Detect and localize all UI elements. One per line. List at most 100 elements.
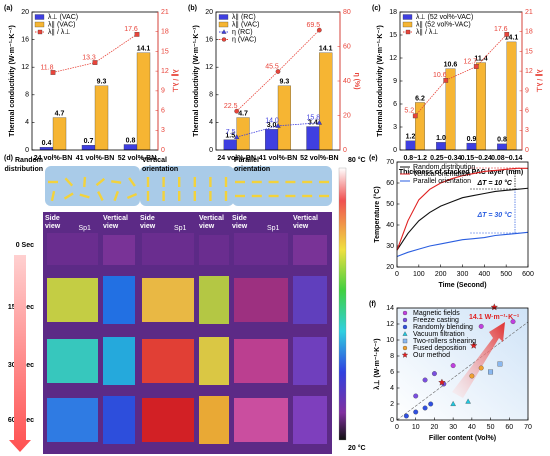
series-marker	[443, 77, 449, 83]
y2-tick-label: 18	[525, 29, 533, 36]
series-line	[236, 29, 320, 112]
thermal-vertical	[199, 276, 229, 324]
line-value-label: 10.6	[433, 72, 447, 79]
legend-label: η (VAC)	[232, 36, 256, 43]
thermal-vertical	[293, 396, 327, 444]
y-axis-title: Thermal conductivity (W·m⁻¹·K⁻¹)	[193, 25, 200, 137]
y-axis-title: Thermal conductivity (W·m⁻¹·K⁻¹)	[9, 25, 16, 137]
plot-background	[397, 308, 528, 420]
scatter-point	[438, 378, 446, 386]
filler-stick	[302, 180, 313, 184]
filler-stick	[162, 177, 165, 187]
thermal-side	[234, 398, 288, 442]
filler-stick	[224, 177, 228, 187]
x-tick-label: 100	[413, 271, 425, 278]
time-arrow	[9, 255, 31, 452]
series-marker	[275, 122, 281, 128]
thermal-vertical	[199, 337, 229, 385]
legend-marker	[37, 29, 43, 35]
bar-value-label: 9.3	[97, 79, 107, 86]
filler-stick	[193, 177, 196, 187]
filler-stick	[95, 177, 106, 187]
legend-marker	[402, 310, 408, 316]
y2-tick-label: 12	[161, 68, 169, 75]
thermal-side	[234, 233, 288, 265]
y2-tick-label: 0	[343, 147, 347, 154]
legend-swatch	[34, 14, 45, 20]
line-value-label: 17.6	[124, 26, 138, 33]
x-tick-label: 70	[524, 424, 532, 431]
y-tick-label: 16	[205, 36, 213, 43]
color-bar	[338, 167, 347, 441]
legend-marker	[402, 331, 408, 336]
thermal-vertical	[103, 276, 135, 324]
x-tick-label: 300	[457, 271, 469, 278]
y2-tick-label: 0	[161, 147, 165, 154]
y-tick-label: 0	[390, 417, 394, 424]
bar	[223, 139, 237, 151]
legend-marker	[402, 338, 408, 344]
legend-label: Randomly blending	[413, 324, 473, 331]
line-value-label: 14.0	[265, 118, 279, 125]
view-label: Vertical	[199, 215, 224, 222]
scatter-point	[422, 377, 428, 383]
annotation: ΔT = 30 °C	[476, 211, 512, 219]
panel-label: (e)	[369, 155, 378, 162]
thermal-side	[47, 398, 98, 442]
view-label: Side	[45, 215, 60, 222]
bar-value-label: 14.1	[319, 46, 333, 53]
legend-marker	[402, 324, 408, 330]
series-line	[396, 167, 528, 251]
trend-line	[396, 321, 529, 421]
legend-label: Freeze casting	[413, 317, 459, 324]
bar-value-label: 0.8	[126, 137, 136, 144]
series-marker	[134, 31, 140, 37]
y2-axis-title: η (%)	[353, 72, 360, 89]
legend-label: Our method	[413, 352, 450, 359]
legend-label: Vacuum filtration	[413, 331, 465, 338]
filler-stick	[50, 190, 56, 202]
x-tick-label: 20	[431, 424, 439, 431]
legend-marker	[405, 29, 411, 35]
bar-value-label: 1.5	[225, 132, 235, 139]
thermal-side	[142, 398, 194, 442]
y-tick-label: 10	[386, 337, 394, 344]
legend-marker	[401, 351, 409, 358]
bar	[277, 85, 291, 151]
scatter-point	[450, 400, 456, 406]
trend-arrow	[452, 322, 505, 398]
y-tick-label: 12	[386, 321, 394, 328]
y-tick-label: 12	[389, 55, 397, 62]
x-tick-label: 24 vol%-BN	[34, 155, 73, 162]
y-tick-label: 16	[21, 36, 29, 43]
x-tick-label: 0	[395, 424, 399, 431]
scatter-point	[450, 363, 456, 369]
x-tick-label: 0	[395, 271, 399, 278]
x-tick-label: 0.15~0.24	[461, 155, 492, 162]
legend-marker	[402, 317, 408, 323]
panel-label: (f)	[369, 301, 376, 308]
column-title: distribution	[5, 166, 44, 173]
y-tick-label: 4	[25, 119, 29, 126]
y-tick-label: 8	[390, 353, 394, 360]
legend-marker	[221, 29, 227, 34]
y-tick-label: 30	[386, 243, 394, 250]
filler-stick	[209, 177, 212, 187]
bar	[136, 52, 151, 151]
legend-swatch	[218, 21, 229, 28]
view-label: view	[103, 223, 119, 230]
filler-stick	[48, 180, 58, 184]
y2-tick-label: 15	[525, 48, 533, 55]
panel-label: (c)	[372, 5, 381, 12]
series-marker	[92, 60, 98, 65]
x-tick-label: 52 vol%-BN	[118, 155, 157, 162]
legend-label: λ∥ / λ⊥	[416, 28, 438, 36]
y2-tick-label: 40	[343, 78, 351, 85]
y2-tick-label: 15	[161, 48, 169, 55]
filler-stick	[162, 191, 165, 201]
thermal-vertical	[103, 396, 135, 444]
thermal-side	[47, 278, 98, 322]
x-axis-title: Thickness of stacked PAC layer (mm)	[399, 169, 523, 176]
scatter-point	[497, 361, 503, 367]
